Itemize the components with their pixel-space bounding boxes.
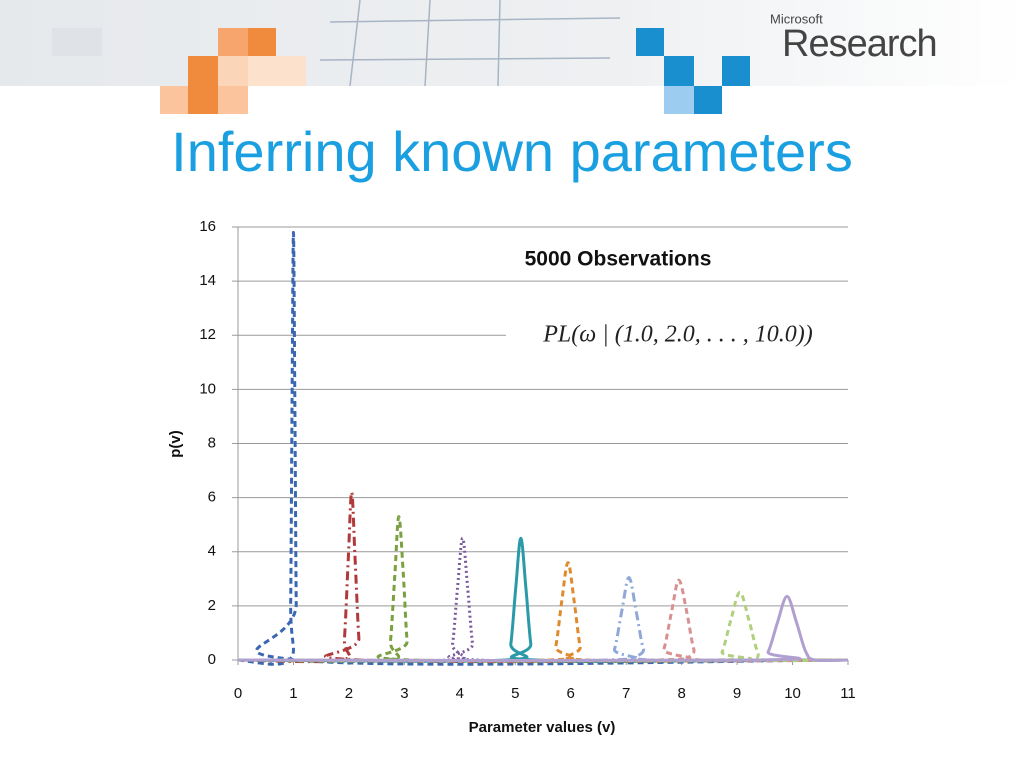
x-tick-label: 7 — [622, 685, 630, 702]
x-tick-label: 6 — [567, 685, 575, 702]
annotation: PL(ω | (1.0, 2.0, . . . , 10.0)) — [542, 322, 813, 348]
annotation: 5000 Observations — [525, 248, 712, 271]
logo-brand: Microsoft — [770, 11, 823, 26]
x-tick-label: 2 — [345, 685, 353, 702]
header-banner — [0, 0, 1024, 86]
y-tick-label: 6 — [208, 489, 216, 506]
logo-name: Research — [782, 23, 937, 65]
series-line — [237, 590, 849, 663]
y-tick-label: 12 — [199, 326, 216, 343]
x-tick-label: 0 — [234, 685, 242, 702]
x-tick-label: 9 — [733, 685, 741, 702]
y-tick-label: 14 — [199, 272, 216, 289]
header-sketch — [319, 0, 621, 87]
y-tick-label: 0 — [208, 651, 216, 668]
y-tick-label: 2 — [208, 597, 216, 614]
annotation-bg — [506, 318, 852, 352]
y-tick-label: 8 — [208, 434, 216, 451]
series-line — [237, 536, 849, 663]
series-line — [237, 490, 849, 664]
series-line — [237, 515, 849, 663]
x-tick-label: 4 — [456, 685, 464, 702]
x-tick-label: 10 — [784, 685, 801, 702]
header-squares — [52, 28, 750, 114]
series-line — [237, 230, 849, 666]
x-tick-label: 3 — [400, 685, 408, 702]
y-tick-label: 16 — [199, 218, 216, 235]
x-tick-label: 8 — [677, 685, 685, 702]
y-tick-label: 4 — [208, 543, 216, 560]
series-line — [237, 536, 849, 663]
x-axis-label: Parameter values (v) — [469, 719, 616, 736]
y-tick-label: 10 — [199, 380, 216, 397]
x-tick-label: 11 — [840, 685, 856, 702]
x-tick-label: 5 — [511, 685, 519, 702]
y-axis-label: p(v) — [167, 430, 184, 458]
series-line — [237, 594, 849, 663]
x-tick-label: 1 — [289, 685, 297, 702]
slide-title: Inferring known parameters — [171, 120, 853, 183]
